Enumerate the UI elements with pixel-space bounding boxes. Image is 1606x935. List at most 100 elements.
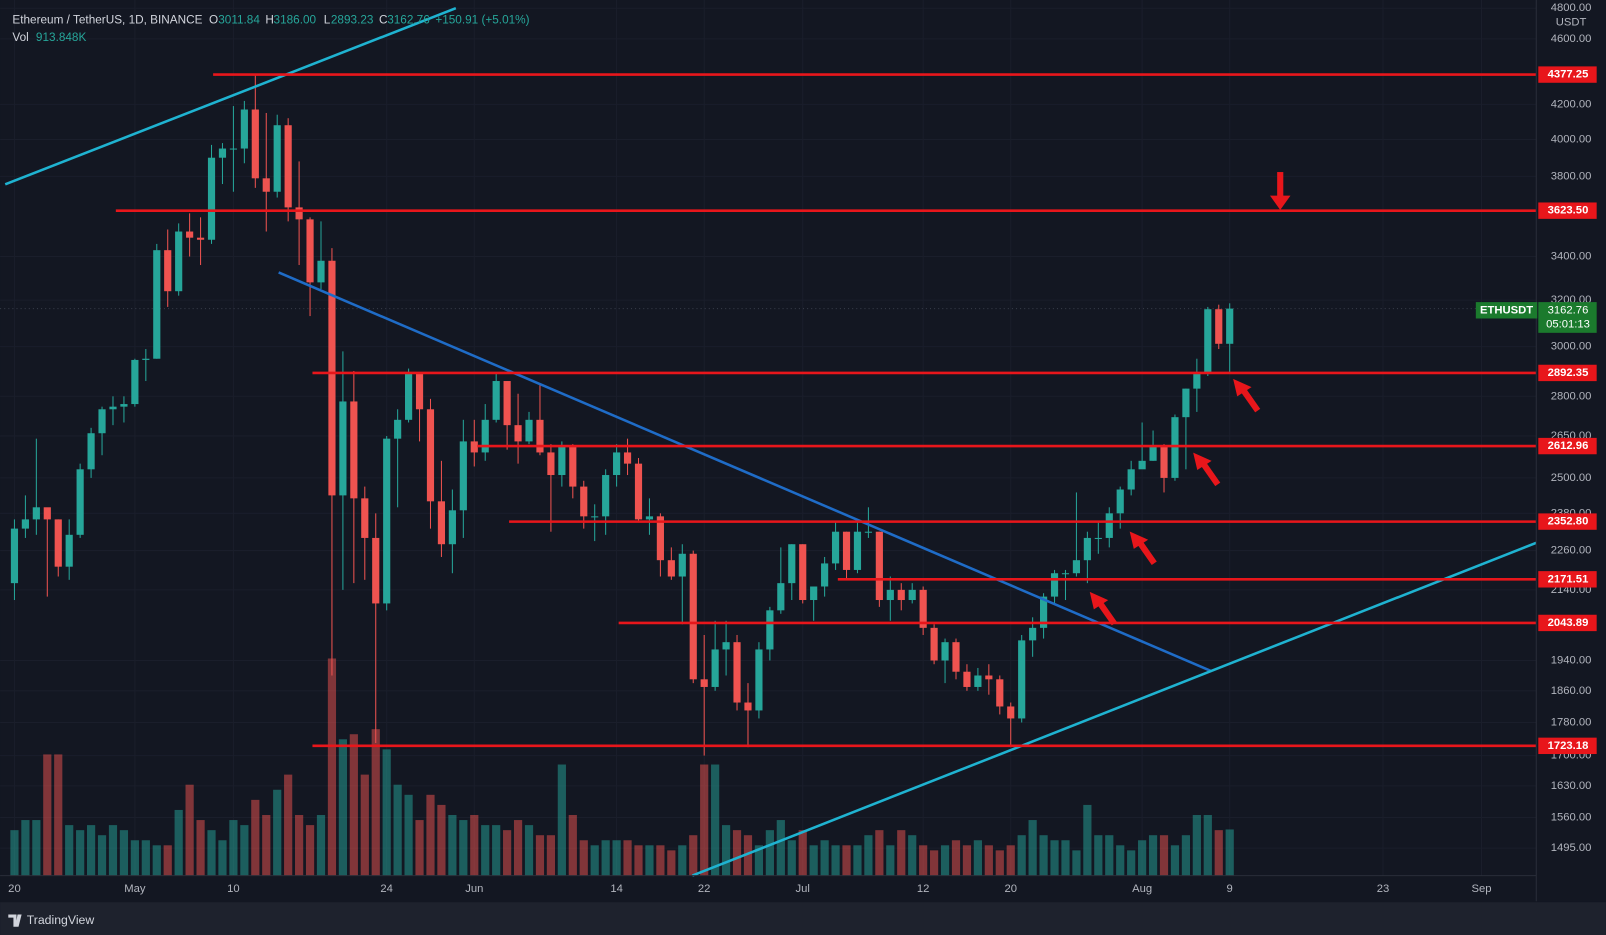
- y-tick-label: 2260.00: [1551, 545, 1592, 557]
- candle-body: [602, 475, 610, 517]
- price-box: [1538, 302, 1597, 333]
- candle-body: [1083, 537, 1091, 561]
- candle-body: [251, 109, 259, 179]
- x-tick-label: Aug: [1132, 883, 1152, 895]
- candle-body: [361, 498, 369, 538]
- arrow-head: [1193, 452, 1212, 471]
- candle-body: [87, 433, 95, 470]
- volume-bar: [612, 840, 621, 876]
- candle-body: [109, 406, 117, 410]
- candle-body: [218, 148, 227, 158]
- candle-body: [864, 531, 872, 533]
- volume-bar: [568, 815, 577, 876]
- volume-bar: [163, 845, 172, 876]
- candle-body: [799, 544, 807, 601]
- trend-line: [278, 271, 1212, 672]
- x-tick-label: Jul: [796, 883, 810, 895]
- open-label: O: [209, 14, 218, 27]
- level-label: 2352.80: [1548, 516, 1589, 528]
- level-label-box: [1538, 202, 1597, 219]
- level-label-box: [1538, 614, 1597, 632]
- candle-body: [142, 358, 150, 360]
- volume-bar: [1061, 840, 1070, 876]
- footer: [0, 902, 1606, 935]
- y-tick-label: 1630.00: [1551, 780, 1592, 792]
- candle-body: [328, 260, 336, 496]
- symbol-title: Ethereum / TetherUS, 1D, BINANCE: [12, 14, 202, 27]
- candle-body: [1215, 309, 1223, 344]
- volume-value: 913.848K: [36, 31, 87, 44]
- volume-bar: [984, 845, 993, 876]
- candle-body: [32, 507, 40, 520]
- volume-bar: [284, 774, 293, 876]
- volume-bar: [196, 820, 205, 876]
- candle-body: [963, 671, 971, 687]
- symbol: ETHUSDT: [1480, 304, 1533, 316]
- y-tick-label: 3400.00: [1551, 250, 1592, 262]
- level-label-box: [1538, 364, 1597, 382]
- candle-body: [842, 531, 851, 570]
- arrow-head: [1233, 378, 1252, 397]
- candle-body: [21, 519, 29, 529]
- y-tick-label: 3800.00: [1551, 170, 1592, 182]
- volume-bar: [251, 799, 260, 876]
- candle-body: [580, 486, 588, 517]
- volume-bar: [700, 764, 709, 876]
- arrow: [1097, 601, 1117, 626]
- volume-bar: [32, 820, 41, 876]
- candle-body: [645, 516, 654, 520]
- volume-bar: [623, 840, 632, 876]
- level-label-box: [1538, 66, 1597, 83]
- volume-bar: [130, 840, 139, 876]
- candle-body: [623, 452, 632, 464]
- open-value: 3011.84: [218, 14, 260, 27]
- x-tick-label: 20: [1004, 883, 1017, 895]
- volume-bar: [86, 825, 96, 876]
- candle-body: [164, 250, 172, 292]
- candle-body: [831, 531, 840, 564]
- volume-bar: [546, 835, 556, 876]
- volume-bar: [1105, 835, 1114, 876]
- x-tick-label: 20: [8, 883, 21, 895]
- volume-bar: [1159, 835, 1169, 876]
- candle-body: [426, 409, 435, 502]
- volume-bar: [908, 835, 917, 876]
- y-tick-label: 2500.00: [1551, 472, 1592, 484]
- volume-bar: [1083, 804, 1092, 876]
- volume-bar: [262, 815, 271, 876]
- arrow: [1137, 541, 1157, 566]
- volume-bar: [305, 825, 315, 876]
- candle-body: [514, 425, 522, 442]
- y-tick-label: 1780.00: [1551, 716, 1592, 728]
- candle-body: [744, 702, 752, 711]
- arrow-head: [1089, 591, 1109, 610]
- candle-body: [875, 531, 883, 601]
- volume-bar: [590, 845, 599, 876]
- grid: [0, 308, 1537, 310]
- volume-bar: [678, 845, 687, 876]
- volume-bar: [1181, 835, 1191, 876]
- volume-bar: [240, 825, 249, 876]
- volume-bar: [886, 845, 895, 876]
- candle-body: [295, 207, 303, 220]
- volume-bar: [754, 845, 764, 876]
- candle-body: [886, 589, 894, 601]
- volume-bar: [524, 825, 534, 876]
- x-tick-label: 14: [610, 883, 623, 895]
- volume-bar: [503, 830, 512, 876]
- volume-bar: [995, 850, 1004, 876]
- candle-body: [459, 441, 467, 511]
- volume-bar: [185, 784, 194, 876]
- volume-bar: [459, 820, 468, 876]
- candle-body: [897, 589, 905, 601]
- volume-bar: [864, 835, 873, 876]
- candle-body: [1171, 417, 1179, 478]
- candle-body: [941, 642, 949, 661]
- volume-bar: [973, 840, 982, 876]
- trend-line: [691, 541, 1537, 877]
- volume-bar: [513, 820, 523, 876]
- candle-body: [448, 510, 456, 545]
- candle-body: [569, 446, 577, 487]
- candle-body: [1007, 706, 1015, 719]
